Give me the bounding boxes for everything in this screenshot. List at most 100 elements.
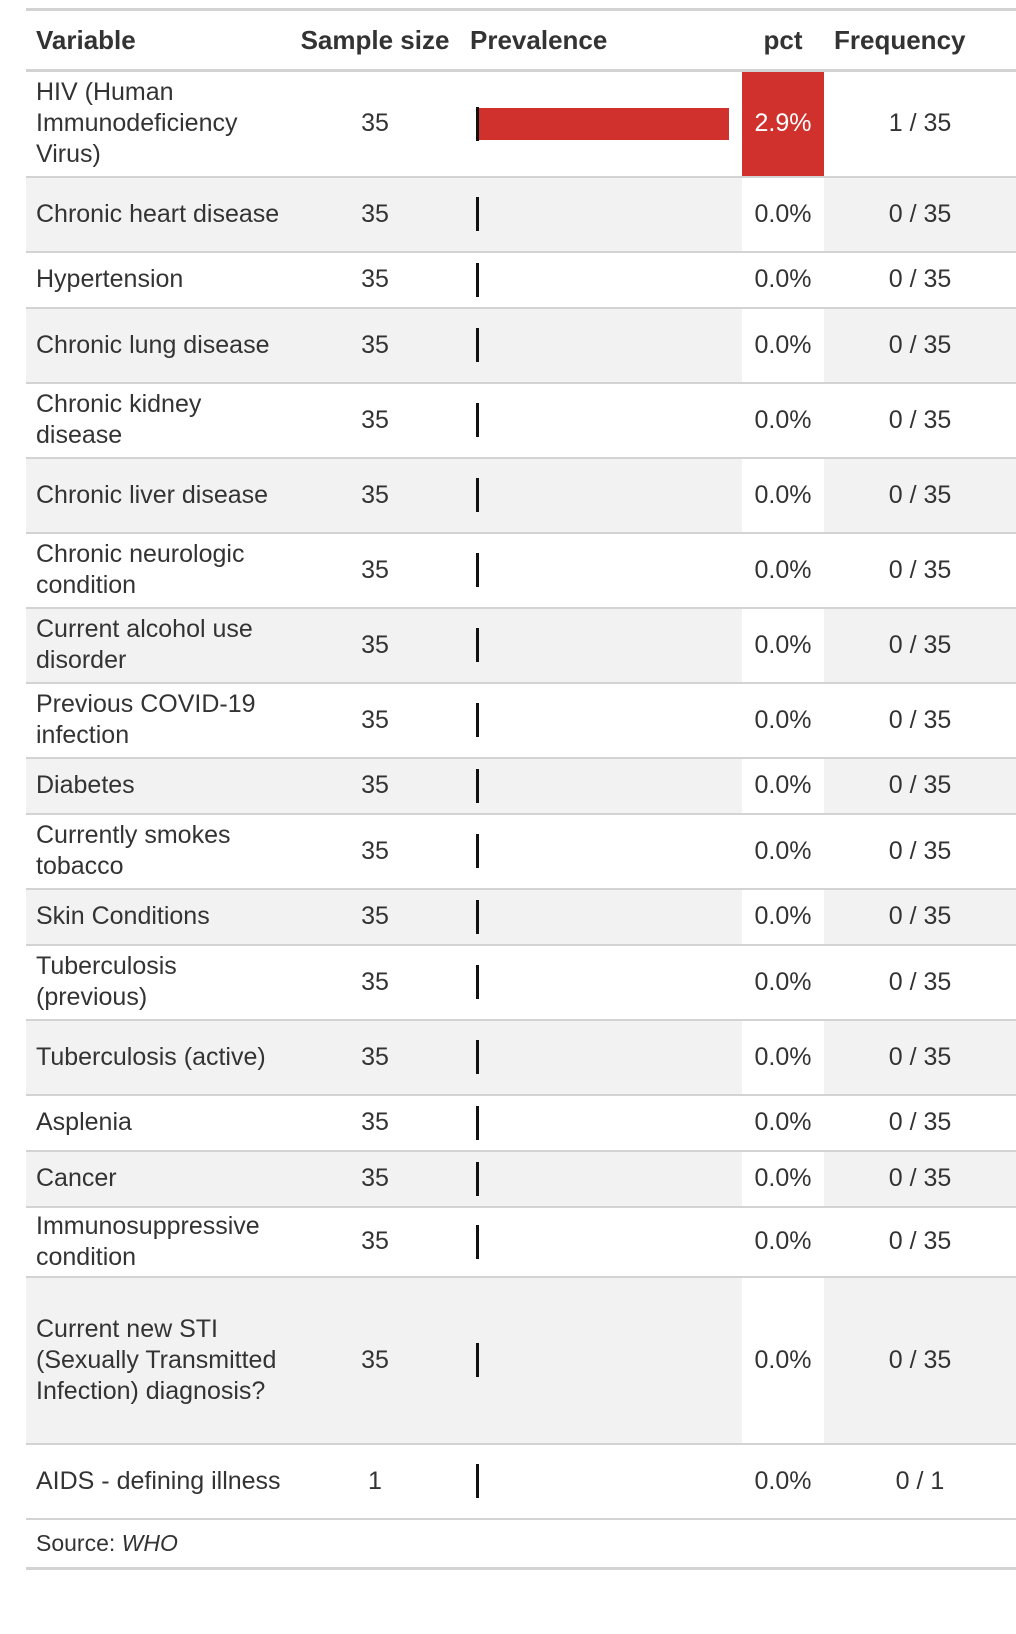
prevalence-table-container: Variable Sample size Prevalence pct Freq… xyxy=(26,8,1016,1570)
cell-variable: Hypertension xyxy=(26,251,288,309)
cell-sample-size: 35 xyxy=(288,813,462,890)
cell-pct: 0.0% xyxy=(742,1443,824,1520)
table-row: Tuberculosis (previous) 35 0.0% 0 / 35 xyxy=(26,944,1016,1021)
bar-baseline xyxy=(476,197,479,231)
table-row: Chronic lung disease 35 0.0% 0 / 35 xyxy=(26,307,1016,384)
cell-pct: 0.0% xyxy=(742,813,824,890)
cell-prevalence-bar xyxy=(462,1276,742,1445)
table-row: AIDS - defining illness 1 0.0% 0 / 1 xyxy=(26,1443,1016,1520)
column-header-prevalence: Prevalence xyxy=(462,11,742,72)
cell-prevalence-bar xyxy=(462,813,742,890)
cell-pct: 0.0% xyxy=(742,532,824,609)
cell-prevalence-bar xyxy=(462,176,742,253)
cell-frequency: 0 / 35 xyxy=(824,532,1016,609)
bar-baseline xyxy=(476,1224,479,1259)
cell-frequency: 0 / 35 xyxy=(824,607,1016,684)
table-row: Hypertension 35 0.0% 0 / 35 xyxy=(26,251,1016,309)
cell-prevalence-bar xyxy=(462,1150,742,1208)
cell-variable: Chronic kidney disease xyxy=(26,382,288,459)
bar-baseline xyxy=(476,834,479,868)
cell-prevalence-bar xyxy=(462,1019,742,1096)
cell-prevalence-bar xyxy=(462,888,742,946)
source-note: Source: WHO xyxy=(26,1518,1016,1570)
cell-variable: HIV (Human Immunodeficiency Virus) xyxy=(26,70,288,178)
cell-frequency: 1 / 35 xyxy=(824,70,1016,178)
cell-frequency: 0 / 35 xyxy=(824,944,1016,1021)
cell-sample-size: 35 xyxy=(288,176,462,253)
column-header-variable: Variable xyxy=(26,11,288,72)
prevalence-table: Variable Sample size Prevalence pct Freq… xyxy=(26,11,1016,1570)
bar-baseline xyxy=(476,1105,479,1140)
table-row: Diabetes 35 0.0% 0 / 35 xyxy=(26,757,1016,815)
column-header-frequency: Frequency xyxy=(824,11,1016,72)
cell-pct: 0.0% xyxy=(742,1276,824,1445)
cell-sample-size: 35 xyxy=(288,457,462,534)
cell-pct: 0.0% xyxy=(742,382,824,459)
source-value: WHO xyxy=(121,1529,178,1556)
cell-frequency: 0 / 35 xyxy=(824,251,1016,309)
cell-prevalence-bar xyxy=(462,1094,742,1152)
cell-prevalence-bar xyxy=(462,1206,742,1278)
column-header-pct: pct xyxy=(742,11,824,72)
cell-sample-size: 35 xyxy=(288,944,462,1021)
cell-prevalence-bar xyxy=(462,682,742,759)
bar-baseline xyxy=(476,106,479,141)
header-row: Variable Sample size Prevalence pct Freq… xyxy=(26,11,1016,72)
cell-variable: Tuberculosis (active) xyxy=(26,1019,288,1096)
cell-frequency: 0 / 35 xyxy=(824,382,1016,459)
cell-pct: 0.0% xyxy=(742,682,824,759)
table-row: Chronic kidney disease 35 0.0% 0 / 35 xyxy=(26,382,1016,459)
cell-sample-size: 1 xyxy=(288,1443,462,1520)
cell-variable: Previous COVID-19 infection xyxy=(26,682,288,759)
cell-variable: Skin Conditions xyxy=(26,888,288,946)
cell-frequency: 0 / 35 xyxy=(824,682,1016,759)
cell-frequency: 0 / 35 xyxy=(824,757,1016,815)
column-header-sample-size: Sample size xyxy=(288,11,462,72)
cell-variable: Currently smokes tobacco xyxy=(26,813,288,890)
table-row: Skin Conditions 35 0.0% 0 / 35 xyxy=(26,888,1016,946)
cell-frequency: 0 / 35 xyxy=(824,888,1016,946)
table-row: Current new STI (Sexually Transmitted In… xyxy=(26,1276,1016,1445)
cell-prevalence-bar xyxy=(462,532,742,609)
cell-frequency: 0 / 35 xyxy=(824,307,1016,384)
cell-variable: Asplenia xyxy=(26,1094,288,1152)
cell-variable: Chronic lung disease xyxy=(26,307,288,384)
cell-frequency: 0 / 35 xyxy=(824,1019,1016,1096)
bar-baseline xyxy=(476,1040,479,1074)
cell-pct: 2.9% xyxy=(742,70,824,178)
bar-baseline xyxy=(476,403,479,437)
cell-sample-size: 35 xyxy=(288,1206,462,1278)
cell-variable: Chronic heart disease xyxy=(26,176,288,253)
bar-baseline xyxy=(476,553,479,587)
cell-frequency: 0 / 35 xyxy=(824,813,1016,890)
cell-frequency: 0 / 35 xyxy=(824,1276,1016,1445)
table-body: HIV (Human Immunodeficiency Virus) 35 2.9%… xyxy=(26,70,1016,1520)
cell-prevalence-bar xyxy=(462,251,742,309)
cell-sample-size: 35 xyxy=(288,1094,462,1152)
cell-sample-size: 35 xyxy=(288,382,462,459)
cell-variable: Cancer xyxy=(26,1150,288,1208)
table-row: Cancer 35 0.0% 0 / 35 xyxy=(26,1150,1016,1208)
cell-frequency: 0 / 35 xyxy=(824,1094,1016,1152)
cell-pct: 0.0% xyxy=(742,1019,824,1096)
cell-pct: 0.0% xyxy=(742,757,824,815)
cell-pct: 0.0% xyxy=(742,944,824,1021)
cell-prevalence-bar xyxy=(462,757,742,815)
cell-variable: Chronic neurologic condition xyxy=(26,532,288,609)
cell-pct: 0.0% xyxy=(742,888,824,946)
table-row: Asplenia 35 0.0% 0 / 35 xyxy=(26,1094,1016,1152)
bar-baseline xyxy=(476,703,479,737)
table-row: Tuberculosis (active) 35 0.0% 0 / 35 xyxy=(26,1019,1016,1096)
cell-sample-size: 35 xyxy=(288,757,462,815)
cell-prevalence-bar xyxy=(462,944,742,1021)
bar-baseline xyxy=(476,328,479,362)
cell-pct: 0.0% xyxy=(742,457,824,534)
cell-frequency: 0 / 35 xyxy=(824,1150,1016,1208)
cell-pct: 0.0% xyxy=(742,1094,824,1152)
cell-sample-size: 35 xyxy=(288,251,462,309)
cell-sample-size: 35 xyxy=(288,532,462,609)
cell-sample-size: 35 xyxy=(288,607,462,684)
table-row: Chronic neurologic condition 35 0.0% 0 / 35 xyxy=(26,532,1016,609)
cell-pct: 0.0% xyxy=(742,251,824,309)
cell-sample-size: 35 xyxy=(288,70,462,178)
